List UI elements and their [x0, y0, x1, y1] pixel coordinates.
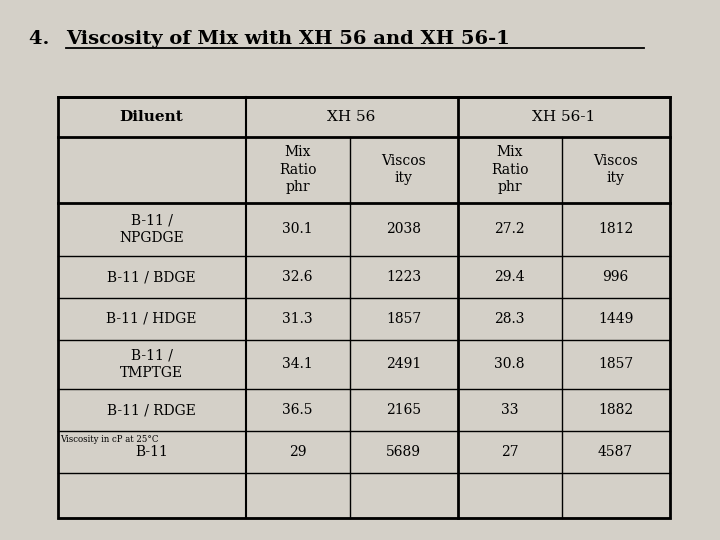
- Text: 27: 27: [501, 445, 518, 459]
- Text: B-11 / RDGE: B-11 / RDGE: [107, 403, 196, 417]
- Text: B-11: B-11: [135, 445, 168, 459]
- Text: 5689: 5689: [386, 445, 421, 459]
- Text: 2038: 2038: [386, 222, 421, 237]
- Text: Viscosity of Mix with XH 56 and XH 56-1: Viscosity of Mix with XH 56 and XH 56-1: [66, 30, 510, 48]
- Text: 29.4: 29.4: [495, 270, 525, 284]
- Text: B-11 /
NPGDGE: B-11 / NPGDGE: [120, 214, 184, 245]
- Text: 1812: 1812: [598, 222, 633, 237]
- Text: 1882: 1882: [598, 403, 633, 417]
- Text: 30.8: 30.8: [495, 357, 525, 372]
- Text: Mix
Ratio
phr: Mix Ratio phr: [279, 145, 316, 194]
- Text: 996: 996: [603, 270, 629, 284]
- Text: Viscos
ity: Viscos ity: [381, 154, 426, 185]
- Text: XH 56-1: XH 56-1: [532, 110, 595, 124]
- Text: 34.1: 34.1: [282, 357, 313, 372]
- Text: 28.3: 28.3: [495, 312, 525, 326]
- Text: 4.: 4.: [29, 30, 56, 48]
- Text: 32.6: 32.6: [282, 270, 313, 284]
- Text: 29: 29: [289, 445, 306, 459]
- Text: 1857: 1857: [598, 357, 633, 372]
- Text: Viscos
ity: Viscos ity: [593, 154, 638, 185]
- Text: 36.5: 36.5: [282, 403, 313, 417]
- Text: XH 56: XH 56: [328, 110, 376, 124]
- Text: 1449: 1449: [598, 312, 634, 326]
- Text: Viscosity in cP at 25°C: Viscosity in cP at 25°C: [60, 435, 159, 444]
- Text: B-11 / HDGE: B-11 / HDGE: [107, 312, 197, 326]
- Text: 2491: 2491: [386, 357, 421, 372]
- Text: Diluent: Diluent: [120, 110, 184, 124]
- Text: 4587: 4587: [598, 445, 633, 459]
- Text: Mix
Ratio
phr: Mix Ratio phr: [491, 145, 528, 194]
- Text: 1857: 1857: [386, 312, 421, 326]
- Text: 27.2: 27.2: [495, 222, 525, 237]
- Text: 2165: 2165: [386, 403, 421, 417]
- Text: 31.3: 31.3: [282, 312, 313, 326]
- Text: 1223: 1223: [386, 270, 421, 284]
- Text: B-11 / BDGE: B-11 / BDGE: [107, 270, 196, 284]
- Text: B-11 /
TMPTGE: B-11 / TMPTGE: [120, 349, 183, 380]
- Text: 30.1: 30.1: [282, 222, 313, 237]
- Text: 33: 33: [501, 403, 518, 417]
